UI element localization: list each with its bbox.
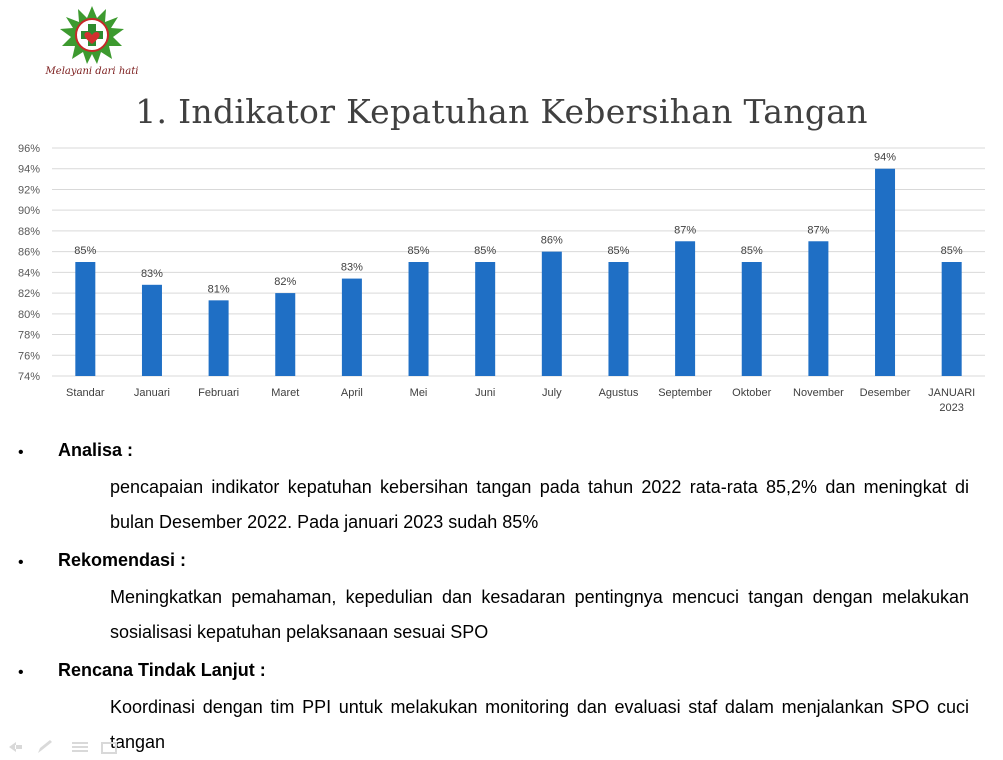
y-tick-label: 94% <box>18 164 40 176</box>
bar <box>675 241 696 376</box>
data-label: 83% <box>141 268 163 280</box>
section-heading-rekomendasi: Rekomendasi : <box>58 550 187 570</box>
x-category-label: Januari <box>134 387 170 399</box>
data-label: 85% <box>941 245 963 257</box>
section-heading-analisa: Analisa : <box>58 440 134 460</box>
y-tick-label: 78% <box>18 330 40 342</box>
menu-icon[interactable] <box>72 742 88 752</box>
slide-icon[interactable] <box>101 742 117 754</box>
x-category-label: Maret <box>271 387 299 399</box>
section-body-rencana: Koordinasi dengan tim PPI untuk melakuka… <box>110 697 969 752</box>
data-label: 85% <box>474 245 496 257</box>
x-category-label: Desember <box>860 387 911 399</box>
data-label: 85% <box>607 245 629 257</box>
bar <box>341 278 362 376</box>
y-tick-label: 92% <box>18 184 40 196</box>
bullet: • <box>18 664 24 681</box>
section-body-rekomendasi: Meningkatkan pemahaman, kepedulian dan k… <box>110 587 969 642</box>
x-category-label: Oktober <box>732 387 771 399</box>
y-tick-label: 76% <box>18 350 40 362</box>
x-category-label: April <box>341 387 363 399</box>
y-tick-label: 96% <box>18 143 40 155</box>
data-label: 85% <box>74 245 96 257</box>
x-category-label: Agustus <box>599 387 639 399</box>
bar <box>608 262 629 376</box>
x-category-label: July <box>542 387 562 399</box>
pen-icon[interactable] <box>38 740 52 753</box>
bar <box>541 251 562 376</box>
bar <box>275 293 296 376</box>
x-category-label: JANUARI 2023 <box>928 387 975 414</box>
x-category-label: Standar <box>66 387 105 399</box>
bar <box>941 262 962 376</box>
bar <box>208 300 229 376</box>
logo-star-icon <box>60 6 124 64</box>
x-category-label: September <box>658 387 712 399</box>
x-category-label: Juni <box>475 387 495 399</box>
y-tick-label: 74% <box>18 371 40 383</box>
data-label: 85% <box>408 245 430 257</box>
bar <box>475 262 496 376</box>
bar-chart: 74% 76% 78% 80% 82% 84% 86% 88% 90% 92% 94% 96% 85%… <box>18 143 985 414</box>
y-tick-label: 84% <box>18 267 40 279</box>
bar <box>408 262 429 376</box>
x-category-label: November <box>793 387 844 399</box>
data-label: 86% <box>541 235 563 247</box>
bar <box>808 241 829 376</box>
data-label: 81% <box>208 283 230 295</box>
slideshow-nav <box>9 740 117 754</box>
x-category-label: Februari <box>198 387 239 399</box>
y-tick-label: 88% <box>18 226 40 238</box>
data-label: 87% <box>807 224 829 236</box>
bullet: • <box>18 554 24 571</box>
y-tick-label: 86% <box>18 247 40 259</box>
y-tick-label: 80% <box>18 309 40 321</box>
bullet: • <box>18 444 24 461</box>
data-label: 83% <box>341 262 363 274</box>
x-category-label: Mei <box>410 387 428 399</box>
data-label: 85% <box>741 245 763 257</box>
y-tick-label: 82% <box>18 288 40 300</box>
data-label: 87% <box>674 224 696 236</box>
data-label: 82% <box>274 276 296 288</box>
logo-motto: Melayani dari hati <box>45 66 139 77</box>
section-heading-rencana: Rencana Tindak Lanjut : <box>58 660 266 680</box>
arrow-left-icon[interactable] <box>9 742 22 752</box>
bar <box>741 262 762 376</box>
bar <box>75 262 96 376</box>
data-label: 94% <box>874 152 896 164</box>
hospital-logo: Melayani dari hati <box>45 6 139 77</box>
y-tick-label: 90% <box>18 205 40 217</box>
slide-title: 1. Indikator Kepatuhan Kebersihan Tangan <box>135 92 868 131</box>
bar <box>141 284 162 376</box>
bar <box>875 168 896 376</box>
section-body-analisa: pencapaian indikator kepatuhan kebersiha… <box>110 477 969 532</box>
